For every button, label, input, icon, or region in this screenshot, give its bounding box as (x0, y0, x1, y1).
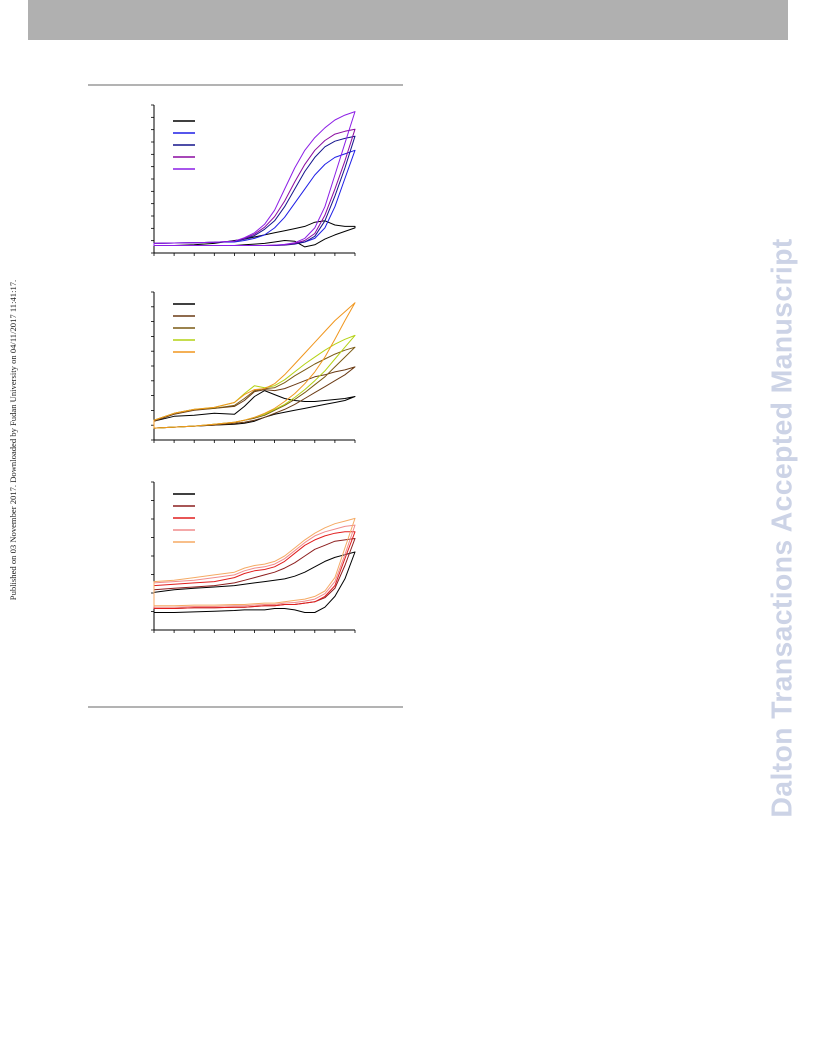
figure-bottom-rule (88, 706, 403, 708)
series-line-1 (153, 220, 356, 248)
series-line-3 (153, 531, 356, 609)
series-line-3 (153, 135, 356, 246)
cv-panel-c (151, 481, 356, 633)
series-line-5 (153, 302, 356, 429)
figure-top-rule (88, 84, 403, 86)
series-line-2 (153, 149, 356, 246)
series-line-4 (153, 524, 356, 608)
series-line-1 (153, 390, 356, 429)
series-line-2 (153, 366, 356, 429)
cv-panel-b (151, 291, 356, 443)
series-line-4 (153, 334, 356, 429)
series-line-5 (153, 517, 356, 607)
cv-panel-a (151, 104, 356, 256)
series-line-5 (153, 111, 356, 246)
series-line-2 (153, 538, 356, 609)
header-bar (28, 0, 788, 40)
